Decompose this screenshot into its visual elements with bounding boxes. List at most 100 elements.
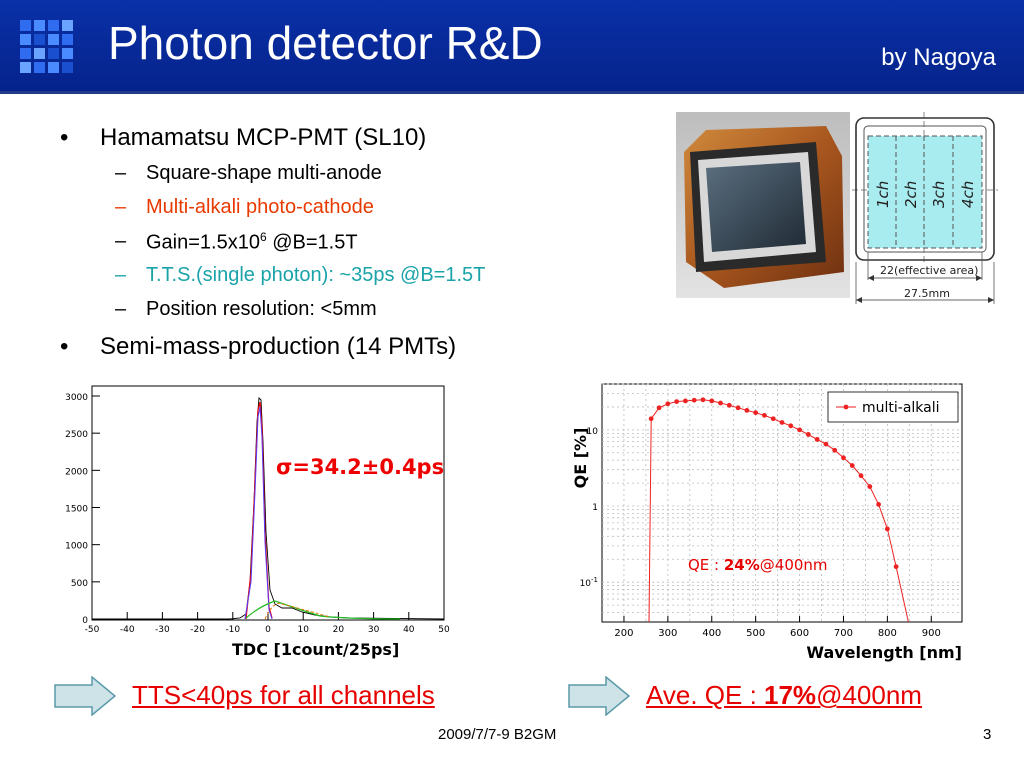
channel-label: 2ch <box>902 181 920 208</box>
size-label: 27.5mm <box>904 287 950 300</box>
title-bar: Photon detector R&D by Nagoya <box>0 0 1024 94</box>
x-tick-label: 200 <box>614 628 633 639</box>
x-tick-label: -40 <box>120 625 135 635</box>
y-tick-label: 3000 <box>65 393 88 403</box>
x-tick-label: 500 <box>746 628 765 639</box>
data-point <box>823 441 829 447</box>
x-tick-label: 0 <box>265 625 271 635</box>
channel-label: 4ch <box>959 181 977 208</box>
sub-bullet-item: T.T.S.(single photon): ~35ps @B=1.5T <box>146 264 486 286</box>
sub-bullet-dash: – <box>115 264 127 286</box>
sub-bullet-dash: – <box>115 230 127 252</box>
data-point <box>648 416 654 422</box>
data-point <box>797 427 802 433</box>
bullet-dot: • <box>60 124 69 151</box>
tts-summary: TTS<40ps for all channels <box>132 680 435 710</box>
y-tick-label: 1000 <box>65 542 88 552</box>
y-tick-label: 10-1 <box>580 576 598 589</box>
data-point <box>884 526 890 532</box>
footer-date: 2009/7/7-9 B2GM <box>438 726 557 743</box>
x-tick-label: -50 <box>85 625 100 635</box>
data-point <box>779 420 785 425</box>
data-point <box>770 416 776 422</box>
x-tick-label: -20 <box>190 625 205 635</box>
sub-bullet-dash: – <box>115 196 127 218</box>
sub-bullet-item: Square-shape multi-anode <box>146 162 382 184</box>
data-point <box>753 410 759 416</box>
y-tick-label: 2000 <box>65 467 88 477</box>
data-point <box>762 412 767 418</box>
sigma-annotation: σ=34.2±0.4ps <box>276 455 444 479</box>
data-point <box>849 463 855 468</box>
header-divider <box>0 91 1024 94</box>
x-tick-label: -30 <box>155 625 170 635</box>
data-point <box>788 423 794 429</box>
x-tick-label: 40 <box>403 625 415 635</box>
data-point <box>867 484 873 489</box>
data-point <box>718 400 723 406</box>
fit-green <box>245 600 401 620</box>
x-tick-label: 400 <box>702 628 721 639</box>
x-tick-label: 300 <box>658 628 677 639</box>
data-point <box>674 399 680 404</box>
page-subtitle: by Nagoya <box>881 44 996 71</box>
sub-bullet-dash: – <box>115 162 127 184</box>
y-tick-label: 1500 <box>65 505 88 515</box>
fit-orange <box>264 602 331 620</box>
x-axis-label: Wavelength [nm] <box>806 643 962 662</box>
bullet-item: Hamamatsu MCP-PMT (SL10) <box>100 124 427 151</box>
qe-chart: 10 1 10-1 200 300 400 500 600 700 800 900 Wavelengt… <box>560 382 970 672</box>
data-point <box>814 436 820 442</box>
y-tick-label: 500 <box>71 579 88 589</box>
data-point <box>832 447 838 453</box>
page-number: 3 <box>983 726 992 743</box>
channel-label: 1ch <box>874 181 892 208</box>
sub-bullet-item: Gain=1.5x106 @B=1.5T <box>146 230 358 254</box>
right-arrow-icon <box>568 676 630 716</box>
pmt-photo <box>676 112 850 298</box>
y-tick-label: 10 <box>587 427 599 437</box>
legend-label: multi-alkali <box>862 400 940 416</box>
data-point <box>656 405 662 411</box>
y-tick-label: 2500 <box>65 430 88 440</box>
x-tick-label: 10 <box>297 625 309 635</box>
data-point <box>726 402 732 408</box>
data-point <box>893 564 899 570</box>
sub-bullet-dash: – <box>115 298 127 320</box>
data-point <box>691 397 697 403</box>
data-point <box>858 473 864 479</box>
x-tick-label: 700 <box>834 628 853 639</box>
sub-bullet-item: Multi-alkali photo-cathode <box>146 196 374 218</box>
x-tick-label: -10 <box>225 625 240 635</box>
histogram-x-axis-label: TDC [1count/25ps] <box>232 640 400 659</box>
y-axis-label: QE [%] <box>571 428 590 489</box>
data-point <box>683 398 688 404</box>
x-tick-label: 50 <box>438 625 450 635</box>
anode-layout-diagram: 1ch 2ch 3ch 4ch 22(effective area) 27.5m… <box>852 112 998 312</box>
sub-bullet-item: Position resolution: <5mm <box>146 298 377 320</box>
qe-annotation: QE : 24%@400nm <box>688 556 828 574</box>
qe-summary: Ave. QE : 17%@400nm <box>646 680 922 710</box>
fit-blue <box>244 406 273 620</box>
right-arrow-icon <box>54 676 116 716</box>
data-point <box>805 432 811 437</box>
tdc-histogram: 3000 2500 2000 1500 1000 500 0 -50 -40 -30 -20 -10… <box>60 382 450 642</box>
x-tick-label: 800 <box>878 628 897 639</box>
channel-label: 3ch <box>930 181 948 208</box>
bullet-item: Semi-mass-production (14 PMTs) <box>100 333 457 360</box>
page-title: Photon detector R&D <box>108 17 543 69</box>
effective-area-label: 22(effective area) <box>880 264 978 277</box>
data-point <box>744 408 750 413</box>
y-tick-label: 0 <box>82 616 88 626</box>
legend: multi-alkali <box>827 391 959 423</box>
data-point <box>700 397 706 403</box>
bullet-dot: • <box>60 333 69 360</box>
x-tick-label: 600 <box>790 628 809 639</box>
data-point <box>709 398 715 404</box>
data-point <box>841 455 846 461</box>
y-tick-label: 1 <box>592 503 598 513</box>
data-point <box>876 502 881 507</box>
data-point <box>735 405 741 411</box>
data-point <box>665 401 671 407</box>
logo-grid-icon <box>20 20 74 74</box>
